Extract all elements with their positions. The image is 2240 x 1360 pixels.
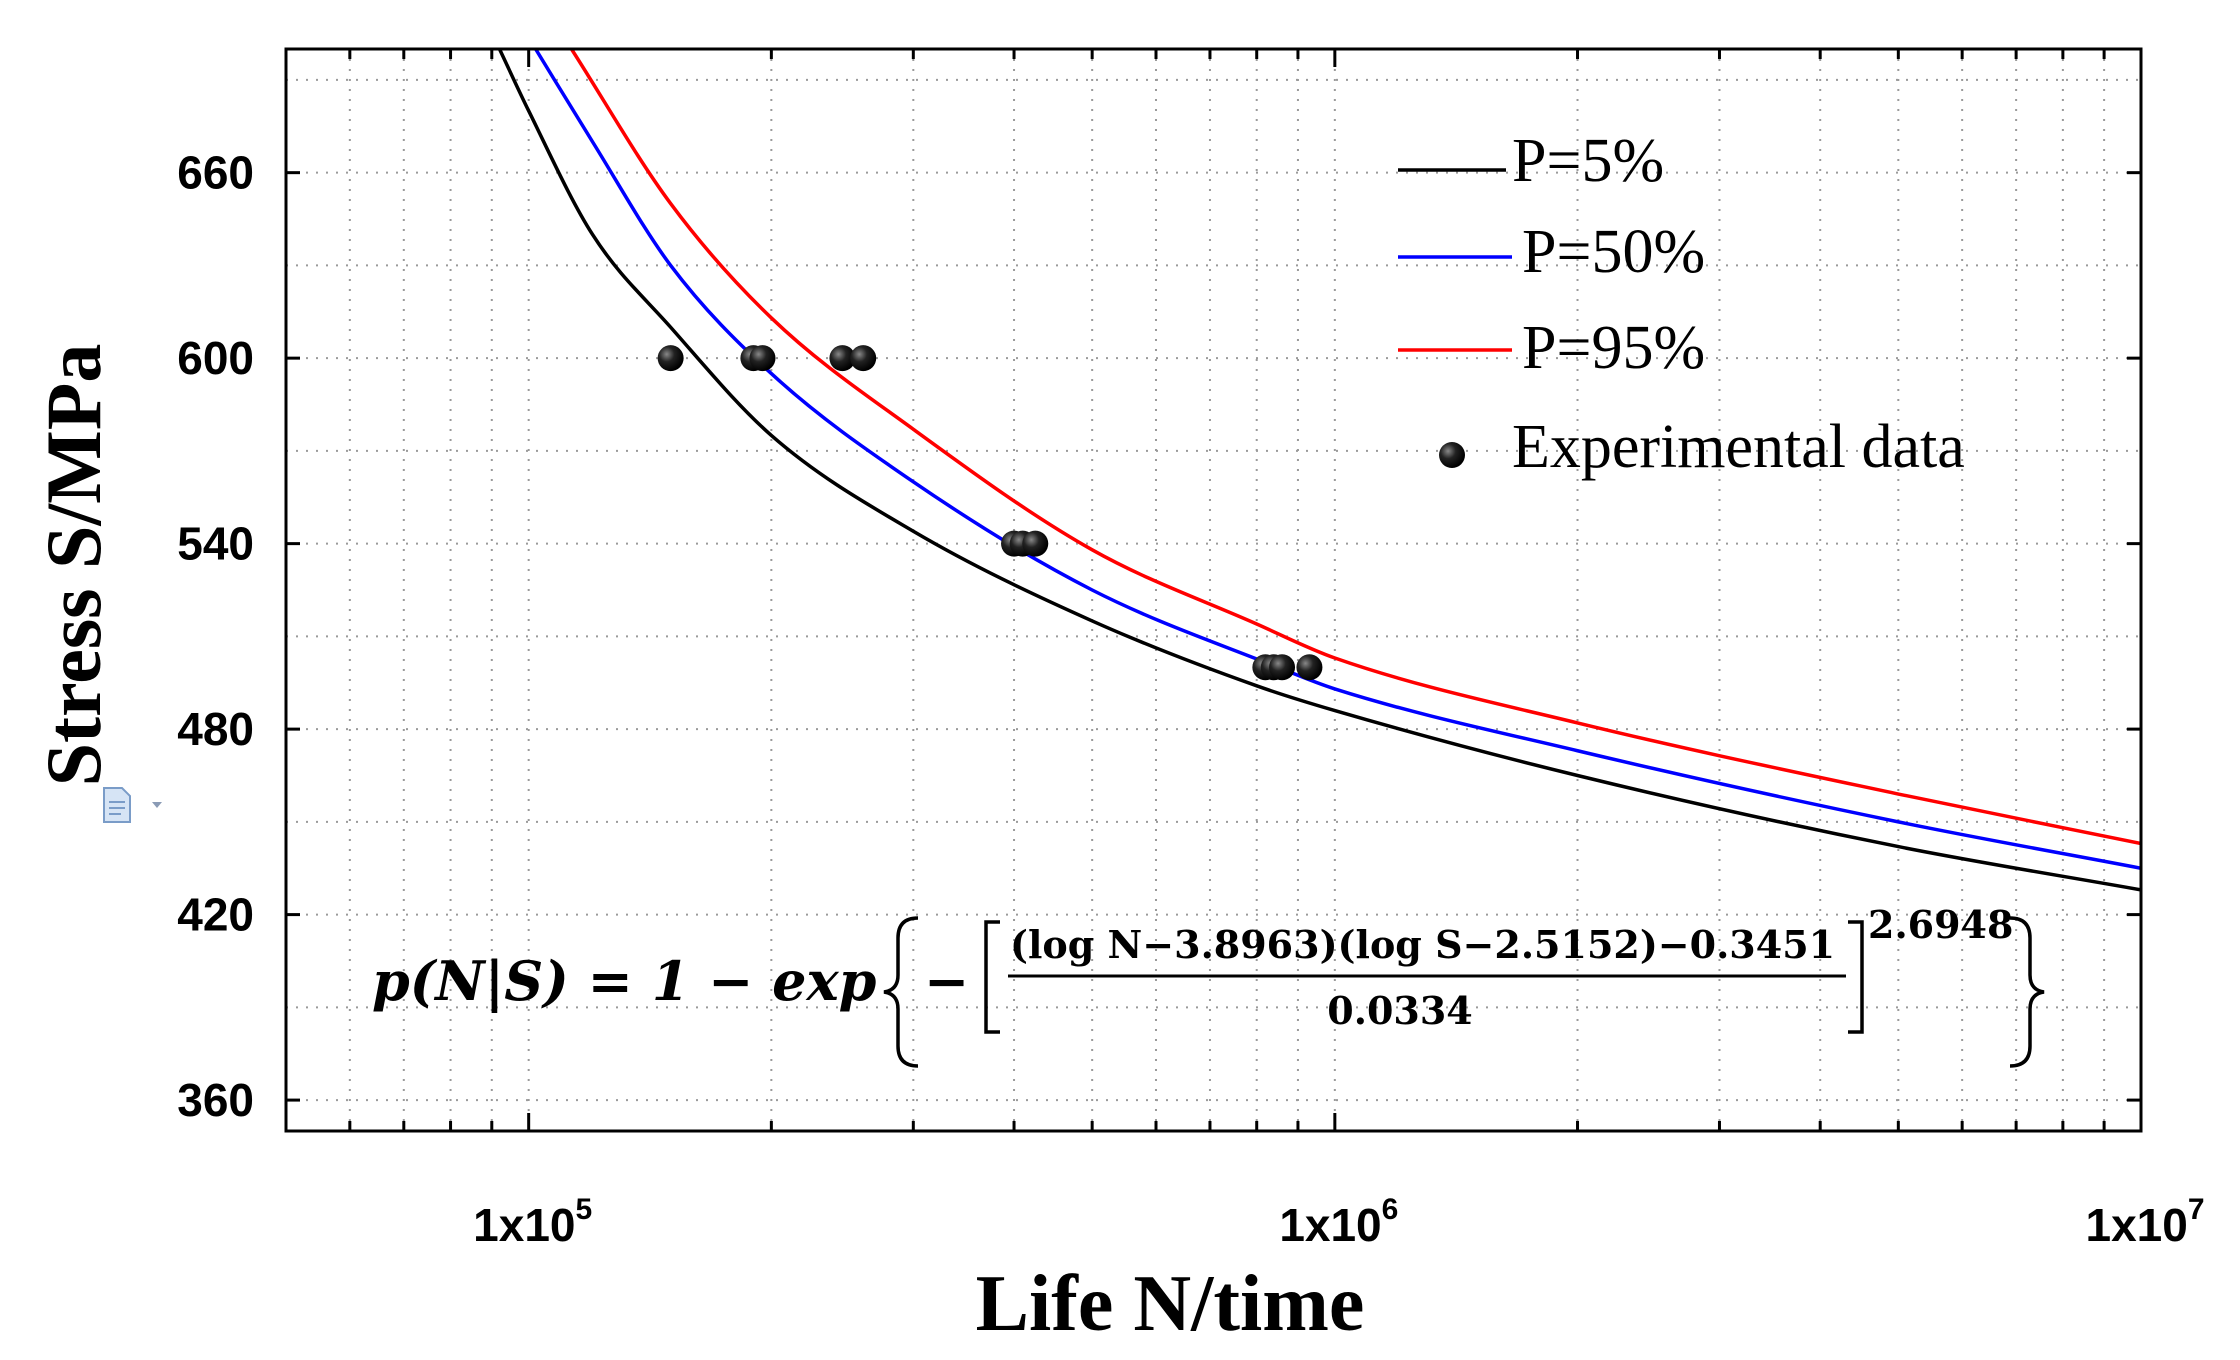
axis-ticks [286, 49, 2143, 1131]
formula-exponent: 2.6948 [1868, 902, 2013, 947]
formula-bracket-right [1848, 920, 1864, 1034]
legend-marker-experimental [1439, 442, 1465, 468]
data-point [829, 345, 856, 372]
data-point [657, 345, 684, 372]
x-tick-labels: 1x105 1x106 1x107 [473, 1193, 2204, 1251]
series-line-0 [497, 49, 2141, 892]
y-tick-label: 600 [177, 332, 254, 384]
plot-frame [284, 47, 2143, 1133]
chevron-down-icon [152, 802, 162, 808]
grid-lines [286, 49, 2141, 1131]
legend-label-p5: P=5% [1512, 127, 1664, 195]
x-tick-label: 1x105 [473, 1193, 592, 1251]
experimental-points [657, 345, 1323, 681]
y-tick-label: 660 [177, 147, 254, 199]
formula-minus: − [924, 949, 969, 1013]
data-point [1296, 654, 1323, 681]
formula-bracket-left [984, 920, 1000, 1034]
legend-label-p95: P=95% [1522, 314, 1705, 382]
formula-denominator: 0.0334 [1327, 988, 1472, 1033]
formula-brace-left [883, 916, 919, 1068]
legend-label-p50: P=50% [1522, 218, 1705, 286]
formula-lhs: p(N|S) = 1 − exp [372, 949, 877, 1014]
series-line-1 [534, 49, 2141, 870]
data-point [749, 345, 776, 372]
legend-label-experimental: Experimental data [1512, 413, 1965, 481]
legend: P=5% P=50% P=95% Experimental data [1398, 127, 1965, 481]
x-tick-label: 1x106 [1279, 1193, 1398, 1251]
data-point [1269, 654, 1296, 681]
y-tick-label: 540 [177, 518, 254, 570]
x-tick-label: 1x107 [2085, 1193, 2204, 1251]
formula-brace-right [2009, 916, 2045, 1068]
y-axis-title: Stress S/MPa [30, 344, 117, 787]
x-axis-title: Life N/time [976, 1260, 1365, 1348]
data-point [1022, 530, 1049, 557]
formula: p(N|S) = 1 − exp − (log N−3.8963)(log S−… [372, 902, 2045, 1068]
document-icon [103, 787, 131, 823]
formula-numerator: (log N−3.8963)(log S−2.5152)−0.3451 [1010, 922, 1835, 967]
curves [497, 49, 2141, 892]
y-tick-label: 480 [177, 703, 254, 755]
y-tick-label: 360 [177, 1074, 254, 1126]
data-point [850, 345, 877, 372]
y-tick-label: 420 [177, 889, 254, 941]
y-tick-labels: 360 420 480 540 600 660 [177, 147, 254, 1126]
series-line-2 [569, 49, 2141, 846]
